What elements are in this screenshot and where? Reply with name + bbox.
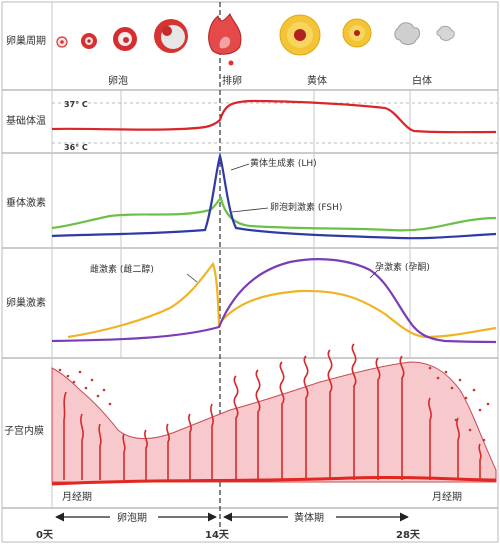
row-label-ovarian-hormones: 卵巢激素 (6, 296, 46, 309)
luteal-phase-label: 黄体期 (294, 511, 324, 524)
progesterone-label: 孕激素 (孕酮) (375, 261, 430, 273)
ovary-stage-illustrations (56, 13, 455, 66)
row-label-bbt: 基础体温 (6, 114, 46, 127)
menses-start-label: 月经期 (62, 490, 92, 503)
estrogen-label-leader (186, 273, 198, 283)
lh-label: 黄体生成素 (LH) (250, 157, 317, 169)
corpus-albicans-small-icon (436, 25, 455, 41)
endometrium-illustration (51, 343, 497, 486)
corpus-luteum-icon (279, 14, 321, 56)
primordial-follicle-icon (56, 36, 68, 48)
stage-label-follicle: 卵泡 (108, 74, 128, 87)
temp-low-label: 36° C (64, 143, 88, 152)
endometrium-base-layer (51, 475, 497, 486)
estrogen-curve (67, 261, 497, 339)
row-label-endometrium: 子宫内膜 (4, 424, 44, 437)
bbt-curve (51, 99, 497, 134)
stage-label-corpus-luteum: 黄体 (307, 74, 327, 87)
fsh-label: 卵泡刺激素 (FSH) (270, 201, 342, 213)
fsh-label-leader (231, 207, 269, 213)
lh-label-leader (230, 163, 250, 171)
menses-end-label: 月经期 (432, 490, 462, 503)
endometrium-tissue (51, 361, 497, 483)
stage-label-corpus-albicans: 白体 (412, 74, 432, 87)
day-28-label: 28天 (396, 529, 421, 541)
row-label-pituitary: 垂体激素 (6, 196, 46, 209)
stage-label-ovulation: 排卵 (222, 74, 242, 87)
row-label-ovarian-cycle: 卵巢周期 (6, 34, 46, 47)
regressing-corpus-luteum-icon (342, 18, 372, 48)
temp-high-label: 37° C (64, 100, 88, 109)
menstrual-shedding-dots (58, 366, 490, 442)
ovulating-follicle-icon (208, 13, 242, 66)
day-0-label: 0天 (36, 529, 54, 541)
secondary-follicle-icon (113, 27, 137, 51)
follicular-phase-label: 卵泡期 (117, 511, 147, 524)
progesterone-label-leader (369, 269, 379, 279)
mature-follicle-icon (154, 19, 188, 53)
corpus-albicans-icon (394, 22, 421, 45)
estrogen-label: 雌激素 (雌二醇) (90, 263, 154, 275)
primary-follicle-icon (81, 33, 97, 49)
progesterone-curve (51, 258, 497, 344)
lh-curve (51, 151, 497, 240)
day-14-label: 14天 (205, 529, 230, 541)
